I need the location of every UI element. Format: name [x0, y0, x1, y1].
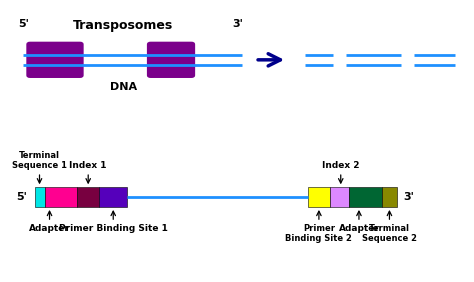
Text: DNA: DNA [109, 82, 137, 92]
FancyBboxPatch shape [99, 187, 128, 207]
FancyBboxPatch shape [330, 187, 349, 207]
FancyBboxPatch shape [45, 187, 77, 207]
FancyBboxPatch shape [77, 187, 99, 207]
FancyBboxPatch shape [147, 42, 195, 78]
FancyBboxPatch shape [27, 42, 83, 78]
Text: Primer
Binding Site 2: Primer Binding Site 2 [285, 224, 352, 243]
Text: 3': 3' [232, 19, 243, 29]
Text: Adapter: Adapter [29, 224, 70, 233]
Text: Transposomes: Transposomes [73, 19, 173, 32]
Text: Index 1: Index 1 [70, 161, 107, 170]
FancyBboxPatch shape [35, 187, 45, 207]
Text: Index 2: Index 2 [322, 161, 359, 170]
Text: Adapter: Adapter [338, 224, 379, 233]
Text: 5': 5' [18, 19, 29, 29]
FancyBboxPatch shape [349, 187, 382, 207]
FancyBboxPatch shape [382, 187, 397, 207]
Text: 3': 3' [403, 192, 414, 202]
FancyBboxPatch shape [308, 187, 330, 207]
Text: 5': 5' [16, 192, 27, 202]
Text: Primer Binding Site 1: Primer Binding Site 1 [59, 224, 168, 233]
Text: Terminal
Sequence 2: Terminal Sequence 2 [362, 224, 417, 243]
Text: Terminal
Sequence 1: Terminal Sequence 1 [12, 151, 67, 170]
